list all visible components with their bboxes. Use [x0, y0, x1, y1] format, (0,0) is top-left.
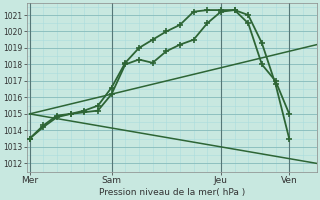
X-axis label: Pression niveau de la mer( hPa ): Pression niveau de la mer( hPa )	[99, 188, 245, 197]
